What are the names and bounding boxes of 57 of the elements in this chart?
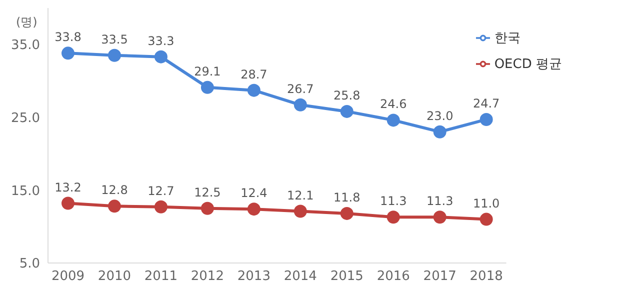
point: [62, 196, 74, 210]
point: [108, 48, 121, 62]
y-tick-label: 15.0: [11, 184, 40, 199]
point: [340, 104, 354, 118]
legend-label: OECD 평균: [494, 57, 562, 72]
x-tick-label: 2014: [284, 269, 317, 284]
data-label: 25.8: [334, 88, 360, 102]
data-label: 26.7: [287, 82, 314, 96]
data-label: 23.0: [426, 108, 454, 123]
point: [247, 84, 260, 97]
point: [294, 204, 307, 218]
x-tick-label: 2010: [98, 269, 132, 284]
point: [154, 50, 168, 64]
y-axis-title: (명): [16, 14, 38, 31]
point: [200, 202, 214, 215]
point: [108, 200, 121, 213]
point: [433, 125, 446, 138]
data-label: 13.2: [54, 180, 82, 194]
data-label: 12.8: [101, 183, 128, 198]
data-label: 29.1: [194, 64, 221, 78]
data-label: 12.4: [240, 186, 268, 200]
x-tick-label: 2013: [237, 269, 270, 284]
x-tick-label: 2011: [144, 269, 178, 284]
x-tick-label: 2009: [51, 269, 85, 284]
point: [433, 210, 446, 224]
data-label: 28.7: [240, 67, 268, 82]
x-tick-label: 2018: [470, 269, 503, 284]
point: [62, 46, 74, 60]
point: [294, 98, 307, 112]
data-label: 12.7: [148, 184, 174, 198]
point: [480, 112, 493, 126]
data-label: 11.0: [472, 196, 500, 210]
y-tick-label: 5.0: [19, 256, 40, 272]
data-label: 33.5: [101, 32, 128, 46]
data-label: 11.3: [380, 194, 407, 208]
x-tick-label: 2012: [190, 269, 224, 284]
point: [154, 200, 168, 214]
data-label: 11.3: [426, 194, 454, 208]
data-label: 11.8: [334, 190, 360, 204]
point: [340, 206, 354, 220]
data-label: 33.8: [54, 30, 82, 44]
data-label: 24.6: [380, 97, 407, 112]
data-label: 12.5: [194, 185, 221, 200]
x-tick-label: 2017: [423, 269, 456, 284]
point: [386, 114, 400, 127]
x-tick-label: 2015: [330, 269, 364, 284]
point: [386, 210, 400, 224]
y-tick-label: 25.0: [11, 110, 40, 126]
data-label: 24.7: [472, 96, 500, 110]
point: [480, 212, 493, 226]
point: [247, 202, 260, 216]
data-label: 12.1: [287, 188, 314, 202]
x-tick-label: 2016: [376, 269, 410, 284]
y-tick-label: 35.0: [11, 38, 40, 54]
legend-label: 한국: [494, 31, 520, 46]
data-label: 33.3: [148, 34, 174, 48]
point: [200, 80, 214, 94]
